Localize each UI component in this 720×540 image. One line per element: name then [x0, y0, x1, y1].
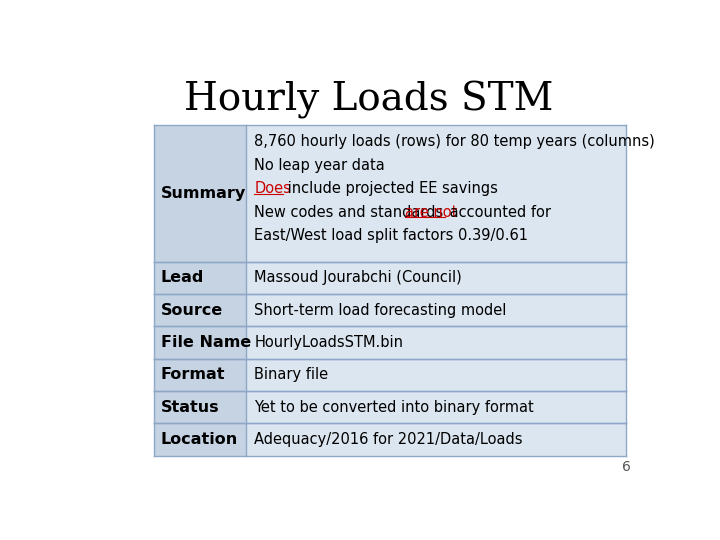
- Text: Source: Source: [161, 302, 223, 318]
- Text: are not: are not: [405, 205, 457, 220]
- Text: include projected EE savings: include projected EE savings: [283, 181, 498, 196]
- Bar: [154, 261, 626, 294]
- Text: Short-term load forecasting model: Short-term load forecasting model: [254, 302, 507, 318]
- Bar: [154, 326, 626, 359]
- Bar: [154, 294, 626, 326]
- Text: Status: Status: [161, 400, 220, 415]
- Bar: [154, 423, 246, 456]
- Text: 6: 6: [622, 461, 631, 474]
- Bar: [154, 391, 246, 423]
- Text: Lead: Lead: [161, 271, 204, 285]
- Bar: [154, 391, 626, 423]
- Text: New codes and standards: New codes and standards: [254, 205, 449, 220]
- Bar: [154, 423, 626, 456]
- Text: Binary file: Binary file: [254, 367, 328, 382]
- Bar: [154, 359, 626, 391]
- Text: Adequacy/2016 for 2021/Data/Loads: Adequacy/2016 for 2021/Data/Loads: [254, 432, 523, 447]
- Text: Format: Format: [161, 367, 225, 382]
- Text: No leap year data: No leap year data: [254, 158, 385, 173]
- Text: Yet to be converted into binary format: Yet to be converted into binary format: [254, 400, 534, 415]
- Text: Location: Location: [161, 432, 238, 447]
- Text: Massoud Jourabchi (Council): Massoud Jourabchi (Council): [254, 271, 462, 285]
- Bar: [154, 261, 246, 294]
- Bar: [154, 359, 246, 391]
- Bar: [154, 294, 246, 326]
- Text: 8,760 hourly loads (rows) for 80 temp years (columns): 8,760 hourly loads (rows) for 80 temp ye…: [254, 134, 655, 149]
- Text: Does: Does: [254, 181, 292, 196]
- Text: Hourly Loads STM: Hourly Loads STM: [184, 82, 554, 119]
- Bar: [154, 326, 246, 359]
- Text: Summary: Summary: [161, 186, 246, 201]
- Text: HourlyLoadsSTM.bin: HourlyLoadsSTM.bin: [254, 335, 403, 350]
- Text: accounted for: accounted for: [446, 205, 552, 220]
- Text: File Name: File Name: [161, 335, 251, 350]
- Text: East/West load split factors 0.39/0.61: East/West load split factors 0.39/0.61: [254, 228, 528, 243]
